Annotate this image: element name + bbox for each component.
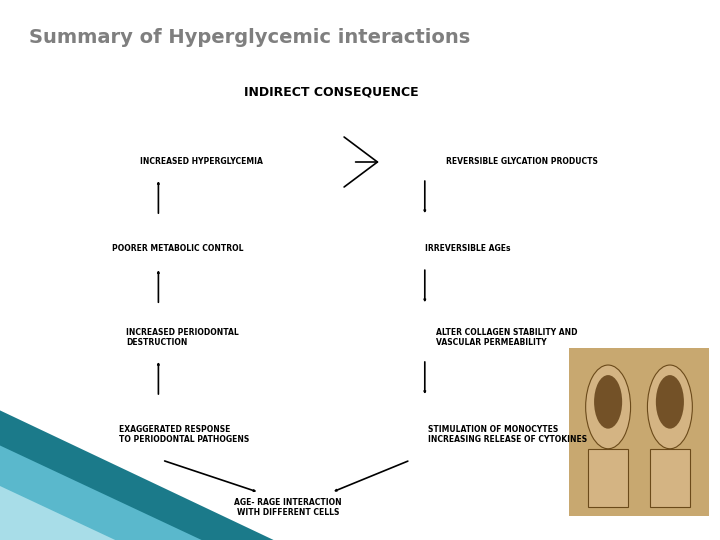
Polygon shape (0, 446, 202, 540)
Bar (588, 449, 628, 508)
Polygon shape (0, 486, 115, 540)
Ellipse shape (656, 375, 684, 429)
Bar (650, 449, 690, 508)
Text: AGE- RAGE INTERACTION
WITH DIFFERENT CELLS: AGE- RAGE INTERACTION WITH DIFFERENT CEL… (234, 498, 342, 517)
Text: ALTER COLLAGEN STABILITY AND
VASCULAR PERMEABILITY: ALTER COLLAGEN STABILITY AND VASCULAR PE… (436, 328, 577, 347)
Text: REVERSIBLE GLYCATION PRODUCTS: REVERSIBLE GLYCATION PRODUCTS (446, 158, 598, 166)
Text: Summary of Hyperglycemic interactions: Summary of Hyperglycemic interactions (29, 28, 470, 48)
Text: EXAGGERATED RESPONSE
TO PERIODONTAL PATHOGENS: EXAGGERATED RESPONSE TO PERIODONTAL PATH… (119, 425, 249, 444)
Text: INCREASED PERIODONTAL
DESTRUCTION: INCREASED PERIODONTAL DESTRUCTION (126, 328, 239, 347)
Text: STIMULATION OF MONOCYTES
INCREASING RELEASE OF CYTOKINES: STIMULATION OF MONOCYTES INCREASING RELE… (428, 425, 588, 444)
Text: INDIRECT CONSEQUENCE: INDIRECT CONSEQUENCE (244, 85, 418, 98)
Ellipse shape (585, 365, 631, 449)
Text: INCREASED HYPERGLYCEMIA: INCREASED HYPERGLYCEMIA (140, 158, 264, 166)
Text: IRREVERSIBLE AGEs: IRREVERSIBLE AGEs (425, 244, 510, 253)
Ellipse shape (647, 365, 693, 449)
Polygon shape (0, 410, 274, 540)
Ellipse shape (594, 375, 622, 429)
Bar (569, 348, 709, 516)
Text: POORER METABOLIC CONTROL: POORER METABOLIC CONTROL (112, 244, 243, 253)
